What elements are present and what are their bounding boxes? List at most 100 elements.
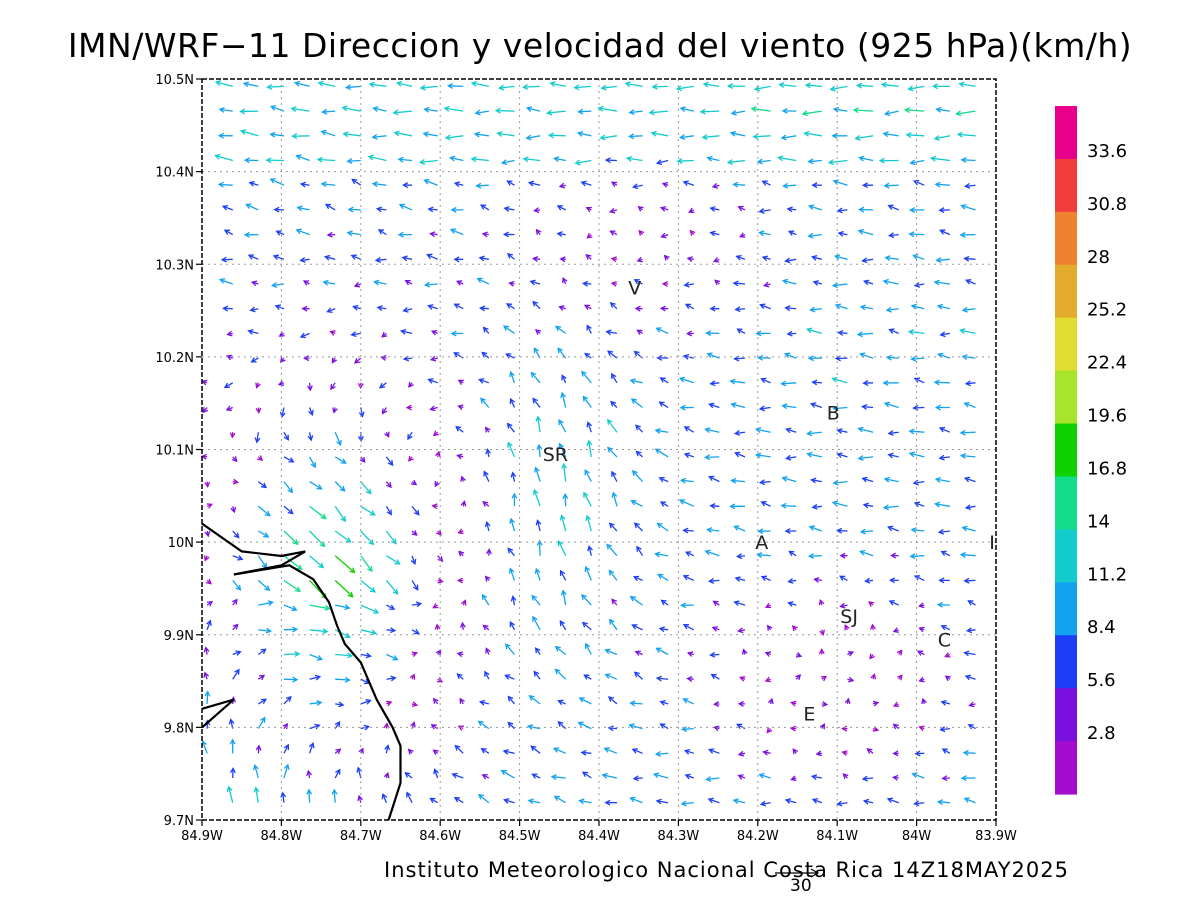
wind-arrow-head <box>887 452 894 459</box>
wind-arrow-head <box>257 455 264 462</box>
wind-arrow-shaft <box>812 505 822 508</box>
wind-arrow-head <box>586 439 593 446</box>
wind-arrow-shaft <box>360 481 372 495</box>
colorbar-segment <box>1055 582 1077 636</box>
wind-arrow-head <box>648 109 655 116</box>
wind-arrow-head <box>496 130 503 137</box>
wind-arrow-head <box>483 470 489 477</box>
wind-arrow-head <box>807 355 814 362</box>
wind-arrow-shaft <box>560 515 567 532</box>
wind-arrow-head <box>750 106 757 113</box>
wind-arrow-head <box>808 525 816 531</box>
wind-arrow-head <box>706 352 713 358</box>
wind-arrow-head <box>883 476 890 483</box>
wind-arrow-head <box>911 772 918 778</box>
wind-arrow-shaft <box>232 651 241 656</box>
wind-arrow-shaft <box>858 427 874 433</box>
colorbar-segment <box>1055 688 1077 742</box>
wind-arrow-head <box>676 158 683 164</box>
wind-arrow-head <box>500 159 508 166</box>
wind-arrow-head <box>862 798 870 805</box>
wind-arrow-head <box>936 303 944 310</box>
wind-arrow-head <box>265 157 272 164</box>
wind-arrow-head <box>858 206 865 213</box>
wind-arrow-shaft <box>863 777 874 780</box>
colorbar-label: 8.4 <box>1087 617 1116 638</box>
wind-arrow-head <box>759 800 767 807</box>
wind-arrow-head <box>296 564 303 571</box>
wind-arrow-shaft <box>550 82 566 88</box>
wind-arrow-shaft <box>360 629 376 634</box>
wind-arrow-shaft <box>909 452 925 458</box>
wind-arrow-shaft <box>283 530 299 545</box>
wind-arrow-shaft <box>574 85 592 89</box>
wind-arrow-shaft <box>535 467 541 482</box>
wind-arrow-shaft <box>526 135 541 139</box>
wind-arrow-head <box>583 491 589 498</box>
wind-arrow-shaft <box>936 108 950 112</box>
wind-arrow-head <box>831 132 838 139</box>
wind-arrow-shaft <box>810 308 822 311</box>
wind-arrow-shaft <box>386 653 398 661</box>
wind-arrow-head <box>815 750 822 757</box>
wind-arrow-head <box>679 134 686 141</box>
wind-arrow-head <box>609 207 616 214</box>
wind-arrow-head <box>449 228 457 234</box>
wind-arrow-head <box>527 798 534 805</box>
wind-arrow-head <box>869 653 875 660</box>
wind-arrow-head <box>387 459 394 467</box>
wind-arrow-head <box>534 329 542 335</box>
wind-arrow-head <box>625 155 633 162</box>
wind-arrow-shaft <box>884 184 899 187</box>
wind-arrow-shaft <box>555 646 567 656</box>
wind-arrow-shaft <box>812 775 822 779</box>
wind-arrow-head <box>285 695 292 702</box>
wind-arrow-head <box>277 380 285 386</box>
wind-arrow-head <box>777 155 784 162</box>
wind-arrow-head <box>811 798 819 804</box>
wind-arrow-head <box>576 130 584 137</box>
wind-arrow-head <box>938 207 945 214</box>
wind-arrow-head <box>353 358 361 364</box>
wind-arrow-shaft <box>837 209 848 212</box>
wind-arrow-shaft <box>761 378 771 384</box>
wind-arrow-shaft <box>529 181 541 186</box>
wind-arrow-head <box>959 453 967 459</box>
wind-arrow-head <box>391 538 397 545</box>
wind-arrow-head <box>789 725 797 732</box>
wind-arrow-head <box>510 595 517 602</box>
wind-arrow-head <box>859 528 866 535</box>
wind-arrow-head <box>494 107 501 114</box>
place-label: V <box>628 277 641 299</box>
wind-arrow-head <box>908 451 916 458</box>
wind-arrow-head <box>878 157 885 164</box>
wind-arrow-head <box>294 651 301 657</box>
wind-arrow-shaft <box>808 233 822 237</box>
wind-arrow-shaft <box>283 555 303 570</box>
wind-arrow-shaft <box>321 130 336 137</box>
wind-arrow-shaft <box>733 183 746 186</box>
wind-arrow-head <box>737 205 744 212</box>
wind-arrow-head <box>638 229 645 236</box>
wind-arrow-head <box>705 776 712 782</box>
wind-arrow-head <box>580 594 587 601</box>
wind-arrow-shaft <box>629 110 643 114</box>
wind-arrow-head <box>341 105 348 112</box>
wind-arrow-head <box>730 109 737 116</box>
wind-arrow-head <box>446 83 454 89</box>
wind-arrow-head <box>958 81 965 88</box>
wind-arrow-head <box>279 356 286 364</box>
wind-arrow-head <box>603 747 610 753</box>
wind-arrow-shaft <box>528 725 541 730</box>
wind-arrow-shaft <box>807 328 823 335</box>
wind-arrow-head <box>821 675 828 682</box>
wind-arrow-head <box>245 203 252 209</box>
wind-arrow-shaft <box>216 81 233 88</box>
wind-arrow-shaft <box>509 621 516 631</box>
wind-arrow-shaft <box>914 575 925 581</box>
wind-arrow-shaft <box>347 231 361 236</box>
wind-arrow-head <box>882 379 889 386</box>
wind-arrow-head <box>659 501 667 507</box>
wind-arrow-shaft <box>962 308 976 311</box>
wind-arrow-shaft <box>710 207 720 211</box>
